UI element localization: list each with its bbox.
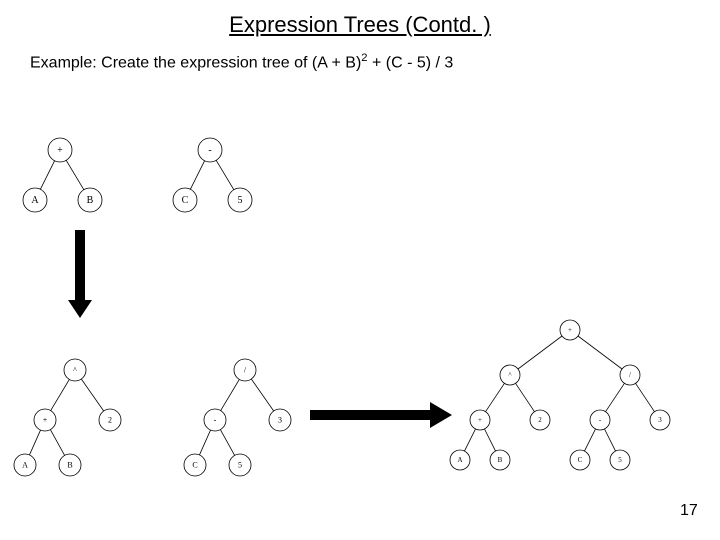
top_right-node-tr_minus: - xyxy=(198,138,222,162)
final-edge xyxy=(584,429,595,451)
mid_left-node-ml_A: A xyxy=(14,454,36,476)
svg-text:-: - xyxy=(208,145,211,156)
mid_left-node-ml_plus: + xyxy=(34,409,56,431)
svg-text:B: B xyxy=(498,456,503,464)
svg-text:-: - xyxy=(214,415,217,424)
right-arrow-shaft xyxy=(310,410,430,420)
svg-text:5: 5 xyxy=(618,456,622,464)
svg-text:+: + xyxy=(43,415,48,424)
svg-text:3: 3 xyxy=(278,415,282,424)
final-node-f_3: 3 xyxy=(650,410,670,430)
final-node-f_plus: + xyxy=(470,410,490,430)
mid_right-node-mr_div: / xyxy=(234,359,256,381)
top_left-node-tl_A: A xyxy=(23,188,47,212)
mid_right-edge xyxy=(221,379,240,410)
svg-text:+: + xyxy=(478,416,482,424)
svg-text:A: A xyxy=(457,456,462,464)
down-arrow-shaft xyxy=(75,230,85,300)
svg-text:5: 5 xyxy=(238,195,243,206)
svg-text:C: C xyxy=(182,195,189,206)
mid_right-edge xyxy=(251,379,273,411)
mid_right-edge xyxy=(199,430,210,455)
final-node-f_B: B xyxy=(490,450,510,470)
mid_right-node-mr_minus: - xyxy=(204,409,226,431)
top_right-node-tr_5: 5 xyxy=(228,188,252,212)
mid_left-edge xyxy=(50,430,64,456)
top_left-node-tl_plus: + xyxy=(48,138,72,162)
top_right-edge xyxy=(190,161,204,190)
final-edge xyxy=(518,336,562,369)
top_right-node-tr_C: C xyxy=(173,188,197,212)
final-edge xyxy=(484,429,495,451)
svg-text:5: 5 xyxy=(238,460,242,469)
top_left-edge xyxy=(66,160,84,189)
svg-text:A: A xyxy=(22,460,28,469)
final-node-f_pow: ^ xyxy=(500,365,520,385)
arrows-layer xyxy=(68,230,452,428)
final-node-f_5: 5 xyxy=(610,450,630,470)
final-edge xyxy=(606,383,625,411)
final-edge xyxy=(636,383,655,411)
top_right-edge xyxy=(216,160,234,189)
svg-text:C: C xyxy=(578,456,583,464)
svg-text:/: / xyxy=(629,371,631,379)
mid_right-node-mr_3: 3 xyxy=(269,409,291,431)
mid_left-node-ml_pow: ^ xyxy=(64,359,86,381)
right-arrow-head xyxy=(430,402,452,428)
svg-text:+: + xyxy=(57,145,63,156)
final-node-f_minus: - xyxy=(590,410,610,430)
final-edge xyxy=(486,383,505,411)
top_left-edge xyxy=(40,161,54,190)
diagram-svg: + A B - C 5 ^ +2 A B / - 3 C 5 + ^ / +2 - 3 A B C 5 xyxy=(0,0,720,540)
mid_right-node-mr_C: C xyxy=(184,454,206,476)
final-edge xyxy=(464,429,475,451)
down-arrow-head xyxy=(68,300,92,318)
svg-text:3: 3 xyxy=(658,416,662,424)
svg-text:2: 2 xyxy=(108,415,112,424)
top_left-node-tl_B: B xyxy=(78,188,102,212)
final-node-f_A: A xyxy=(450,450,470,470)
final-edge xyxy=(604,429,615,451)
final-node-f_2: 2 xyxy=(530,410,550,430)
mid_right-node-mr_5: 5 xyxy=(229,454,251,476)
svg-text:B: B xyxy=(67,460,72,469)
svg-text:C: C xyxy=(192,460,197,469)
svg-text:2: 2 xyxy=(538,416,542,424)
mid_left-edge xyxy=(29,430,40,455)
nodes-layer: + A B - C 5 ^ +2 A B / - 3 C 5 + ^ / +2 - 3 A B C 5 xyxy=(14,138,670,476)
final-edge xyxy=(516,383,535,411)
svg-text:B: B xyxy=(87,195,94,206)
mid_right-edge xyxy=(220,430,234,456)
svg-text:^: ^ xyxy=(73,365,77,374)
final-node-f_C: C xyxy=(570,450,590,470)
mid_left-node-ml_B: B xyxy=(59,454,81,476)
final-edge xyxy=(578,336,622,369)
mid_left-edge xyxy=(81,379,103,411)
mid_left-node-ml_2: 2 xyxy=(99,409,121,431)
svg-text:A: A xyxy=(31,195,39,206)
final-node-f_div: / xyxy=(620,365,640,385)
svg-text:+: + xyxy=(568,326,572,334)
final-node-f_top: + xyxy=(560,320,580,340)
mid_left-edge xyxy=(51,379,70,410)
